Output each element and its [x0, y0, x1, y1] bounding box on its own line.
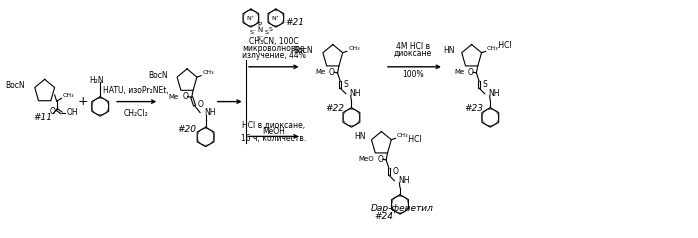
- Text: BocN: BocN: [148, 71, 168, 80]
- Text: H₂N: H₂N: [89, 76, 104, 85]
- Text: CH₂Cl₂: CH₂Cl₂: [124, 109, 149, 118]
- Text: CH₃: CH₃: [487, 46, 499, 51]
- Text: O: O: [183, 92, 188, 101]
- Text: BocN: BocN: [294, 46, 313, 55]
- Text: NH: NH: [488, 89, 500, 98]
- Text: S: S: [344, 80, 348, 89]
- Text: O: O: [50, 107, 55, 116]
- Text: O: O: [392, 167, 399, 176]
- Text: BocN: BocN: [6, 81, 25, 90]
- Text: O: O: [468, 68, 474, 77]
- Text: Me: Me: [168, 94, 179, 99]
- Text: #11: #11: [33, 113, 52, 122]
- Text: CH₃: CH₃: [397, 133, 408, 138]
- Text: NH: NH: [398, 176, 410, 185]
- Text: O: O: [329, 68, 335, 77]
- Text: MeO: MeO: [358, 156, 373, 162]
- Text: диоксане: диоксане: [394, 49, 432, 58]
- Text: O: O: [198, 100, 204, 109]
- Text: HCl в диоксане,: HCl в диоксане,: [242, 120, 305, 129]
- Text: S: S: [265, 30, 269, 35]
- Text: CH₃CN, 100C: CH₃CN, 100C: [249, 37, 299, 46]
- Text: 100%: 100%: [402, 70, 424, 79]
- Text: S⁻: S⁻: [256, 36, 263, 41]
- Text: Me: Me: [454, 69, 465, 75]
- Text: #24: #24: [374, 212, 393, 221]
- Text: Dap-фенетил: Dap-фенетил: [371, 203, 434, 213]
- Text: HN: HN: [354, 132, 366, 141]
- Text: S⁻: S⁻: [249, 30, 257, 35]
- Text: HN: HN: [443, 46, 454, 55]
- Text: HATU, изоPr₂NEt,: HATU, изоPr₂NEt,: [103, 86, 169, 95]
- Text: OH: OH: [66, 109, 78, 117]
- Text: S: S: [268, 27, 272, 32]
- Text: излучение, 44%: излучение, 44%: [242, 51, 306, 60]
- Text: N⁺: N⁺: [272, 16, 280, 21]
- Text: +: +: [77, 95, 88, 108]
- Text: #23: #23: [464, 104, 483, 113]
- Text: CH₃: CH₃: [348, 46, 360, 51]
- Text: N⁺: N⁺: [247, 16, 255, 21]
- Text: CH₃: CH₃: [202, 70, 214, 75]
- Text: #20: #20: [177, 125, 197, 134]
- Text: Me: Me: [315, 69, 326, 75]
- Text: 16 ч, количеств.: 16 ч, количеств.: [242, 134, 306, 143]
- Text: .HCl: .HCl: [406, 135, 422, 144]
- Text: #21: #21: [285, 19, 304, 27]
- Text: P: P: [258, 22, 262, 28]
- Text: 4M HCl в: 4M HCl в: [396, 42, 430, 51]
- Text: O: O: [378, 155, 383, 164]
- Text: N: N: [258, 27, 262, 33]
- Text: .HCl: .HCl: [496, 41, 512, 50]
- Text: микроволновое: микроволновое: [242, 44, 305, 53]
- Text: #22: #22: [325, 104, 344, 113]
- Text: NH: NH: [205, 108, 216, 117]
- Text: CH₃: CH₃: [63, 93, 75, 98]
- Text: S: S: [482, 80, 487, 89]
- Text: MeOH: MeOH: [262, 127, 285, 136]
- Text: NH: NH: [349, 89, 361, 98]
